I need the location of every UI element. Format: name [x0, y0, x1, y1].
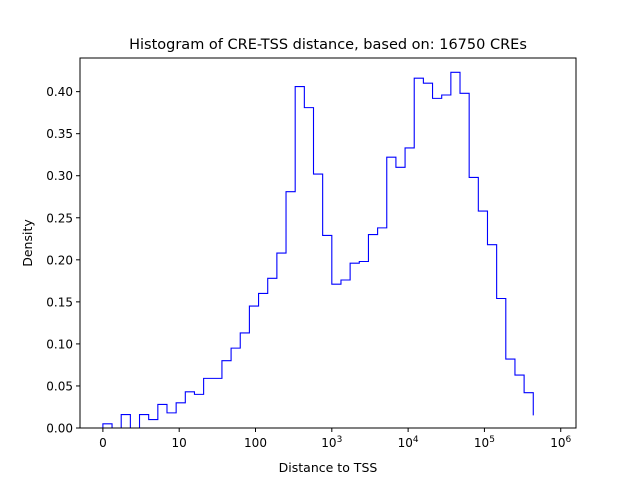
y-tick-label: 0.15 — [46, 295, 73, 309]
histogram-step-line — [102, 71, 534, 429]
x-axis-label: Distance to TSS — [279, 460, 378, 475]
y-tick-label: 0.00 — [46, 422, 73, 436]
y-tick-label: 0.40 — [46, 85, 73, 99]
y-axis-label: Density — [20, 219, 35, 267]
plot-frame — [79, 57, 577, 429]
y-tick-label: 0.35 — [46, 127, 73, 141]
y-tick-label: 0.05 — [46, 379, 73, 393]
y-tick-label: 0.25 — [46, 211, 73, 225]
y-tick-label: 0.10 — [46, 337, 73, 351]
y-tick-label: 0.30 — [46, 169, 73, 183]
x-axis: 0 10 100 103 104 105 106 — [99, 428, 572, 450]
y-tick-label: 0.20 — [46, 253, 73, 267]
x-tick-label: 100 — [244, 436, 267, 450]
y-axis: 0.00 0.05 0.10 0.15 0.20 0.25 0.30 0.35 0.40 — [46, 85, 80, 436]
chart-title: Histogram of CRE-TSS distance, based on:… — [129, 37, 527, 53]
x-tick-label: 10 — [172, 436, 187, 450]
x-tick-label: 0 — [99, 436, 107, 450]
